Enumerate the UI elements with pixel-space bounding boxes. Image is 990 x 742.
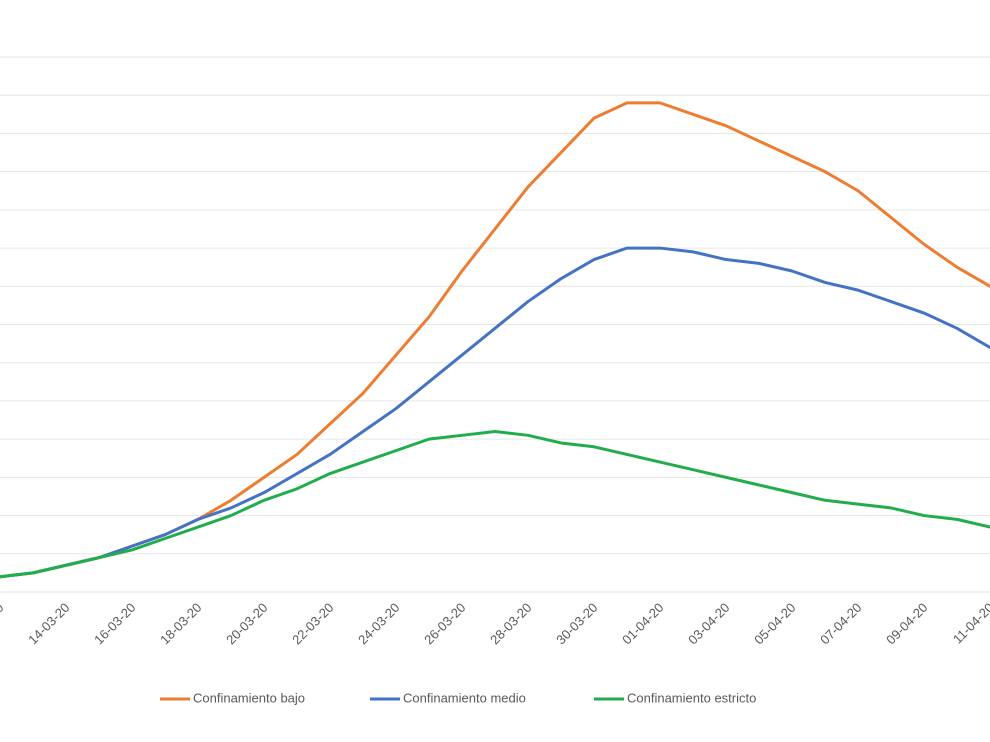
- legend-label: Confinamiento medio: [403, 690, 526, 705]
- x-tick-label: 30-03-20: [553, 600, 600, 647]
- x-tick-label: 24-03-20: [355, 600, 402, 647]
- x-tick-label: 14-03-20: [25, 600, 72, 647]
- legend-label: Confinamiento bajo: [193, 690, 305, 705]
- legend-label: Confinamiento estricto: [627, 690, 756, 705]
- x-tick-label: 18-03-20: [157, 600, 204, 647]
- x-tick-label: 12-03-20: [0, 600, 7, 647]
- x-tick-label: 16-03-20: [91, 600, 138, 647]
- x-tick-label: 20-03-20: [223, 600, 270, 647]
- x-tick-label: 28-03-20: [487, 600, 534, 647]
- x-tick-label: 03-04-20: [685, 600, 732, 647]
- series-line: [0, 430, 990, 579]
- series-line: [0, 101, 990, 579]
- x-tick-label: 07-04-20: [817, 600, 864, 647]
- x-tick-label: 26-03-20: [421, 600, 468, 647]
- x-tick-label: 05-04-20: [751, 600, 798, 647]
- series-line: [0, 246, 990, 579]
- x-tick-label: 01-04-20: [619, 600, 666, 647]
- x-tick-label: 11-04-20: [950, 600, 990, 647]
- x-tick-label: 22-03-20: [289, 600, 336, 647]
- x-tick-label: 09-04-20: [883, 600, 930, 647]
